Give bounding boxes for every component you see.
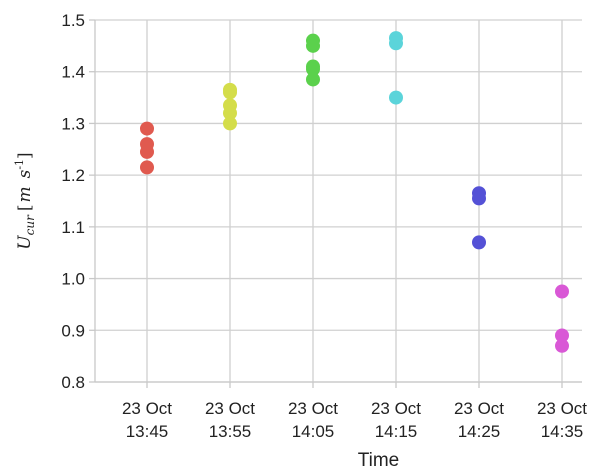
y-axis-title: Ucur [ ms-1] <box>13 152 37 249</box>
x-tick-label-time: 14:35 <box>541 422 584 441</box>
data-point <box>140 121 154 136</box>
y-tick-label: 1.1 <box>61 218 85 237</box>
data-point <box>555 338 569 353</box>
ylabel-unit-exponent: -1 <box>13 159 26 170</box>
axes <box>89 19 582 388</box>
ylabel-bracket-close: ] <box>15 152 35 159</box>
data-point <box>223 85 237 100</box>
x-tick-label-time: 14:15 <box>375 422 418 441</box>
y-tick-label: 1.5 <box>61 11 85 30</box>
data-point <box>555 328 569 343</box>
data-point <box>140 144 154 159</box>
data-point <box>555 284 569 299</box>
data-point <box>223 116 237 131</box>
x-tick-label-time: 13:45 <box>126 422 169 441</box>
x-tick-labels: 23 Oct 13:45 23 Oct 13:55 23 Oct 14:05 23 Oct 1… <box>122 399 587 441</box>
y-tick-label: 0.9 <box>61 321 85 340</box>
y-tick-labels: 0.8 0.9 1.0 1.1 1.2 1.3 1.4 1.5 <box>61 11 85 392</box>
x-tick-label-date: 23 Oct <box>205 399 255 418</box>
x-tick-label-date: 23 Oct <box>371 399 421 418</box>
y-tick-label: 1.4 <box>61 63 85 82</box>
x-tick-label-date: 23 Oct <box>454 399 504 418</box>
data-point <box>472 191 486 206</box>
data-point <box>140 160 154 175</box>
ylabel-unit-s: s <box>15 169 35 178</box>
ylabel-subscript: cur <box>23 214 37 235</box>
x-tick-label-date: 23 Oct <box>288 399 338 418</box>
x-axis-title: Time <box>358 450 400 471</box>
x-tick-label-date: 23 Oct <box>537 399 587 418</box>
y-tick-label: 1.0 <box>61 270 85 289</box>
data-point <box>306 62 320 77</box>
data-points <box>140 31 569 353</box>
data-point <box>306 38 320 53</box>
grid <box>95 19 582 383</box>
data-point <box>223 106 237 121</box>
data-point <box>389 36 403 51</box>
ylabel-symbol: U <box>15 235 35 250</box>
x-tick-label-time: 14:05 <box>292 422 335 441</box>
data-point <box>389 90 403 105</box>
x-tick-label-time: 13:55 <box>209 422 252 441</box>
ylabel-bracket-open: [ <box>15 205 35 212</box>
x-tick-label-time: 14:25 <box>458 422 501 441</box>
data-point <box>306 72 320 87</box>
y-tick-label: 1.2 <box>61 166 85 185</box>
data-point <box>472 235 486 250</box>
x-tick-label-date: 23 Oct <box>122 399 172 418</box>
y-tick-label: 0.8 <box>61 373 85 392</box>
ylabel-unit-m: m <box>15 186 35 202</box>
y-tick-label: 1.3 <box>61 114 85 133</box>
